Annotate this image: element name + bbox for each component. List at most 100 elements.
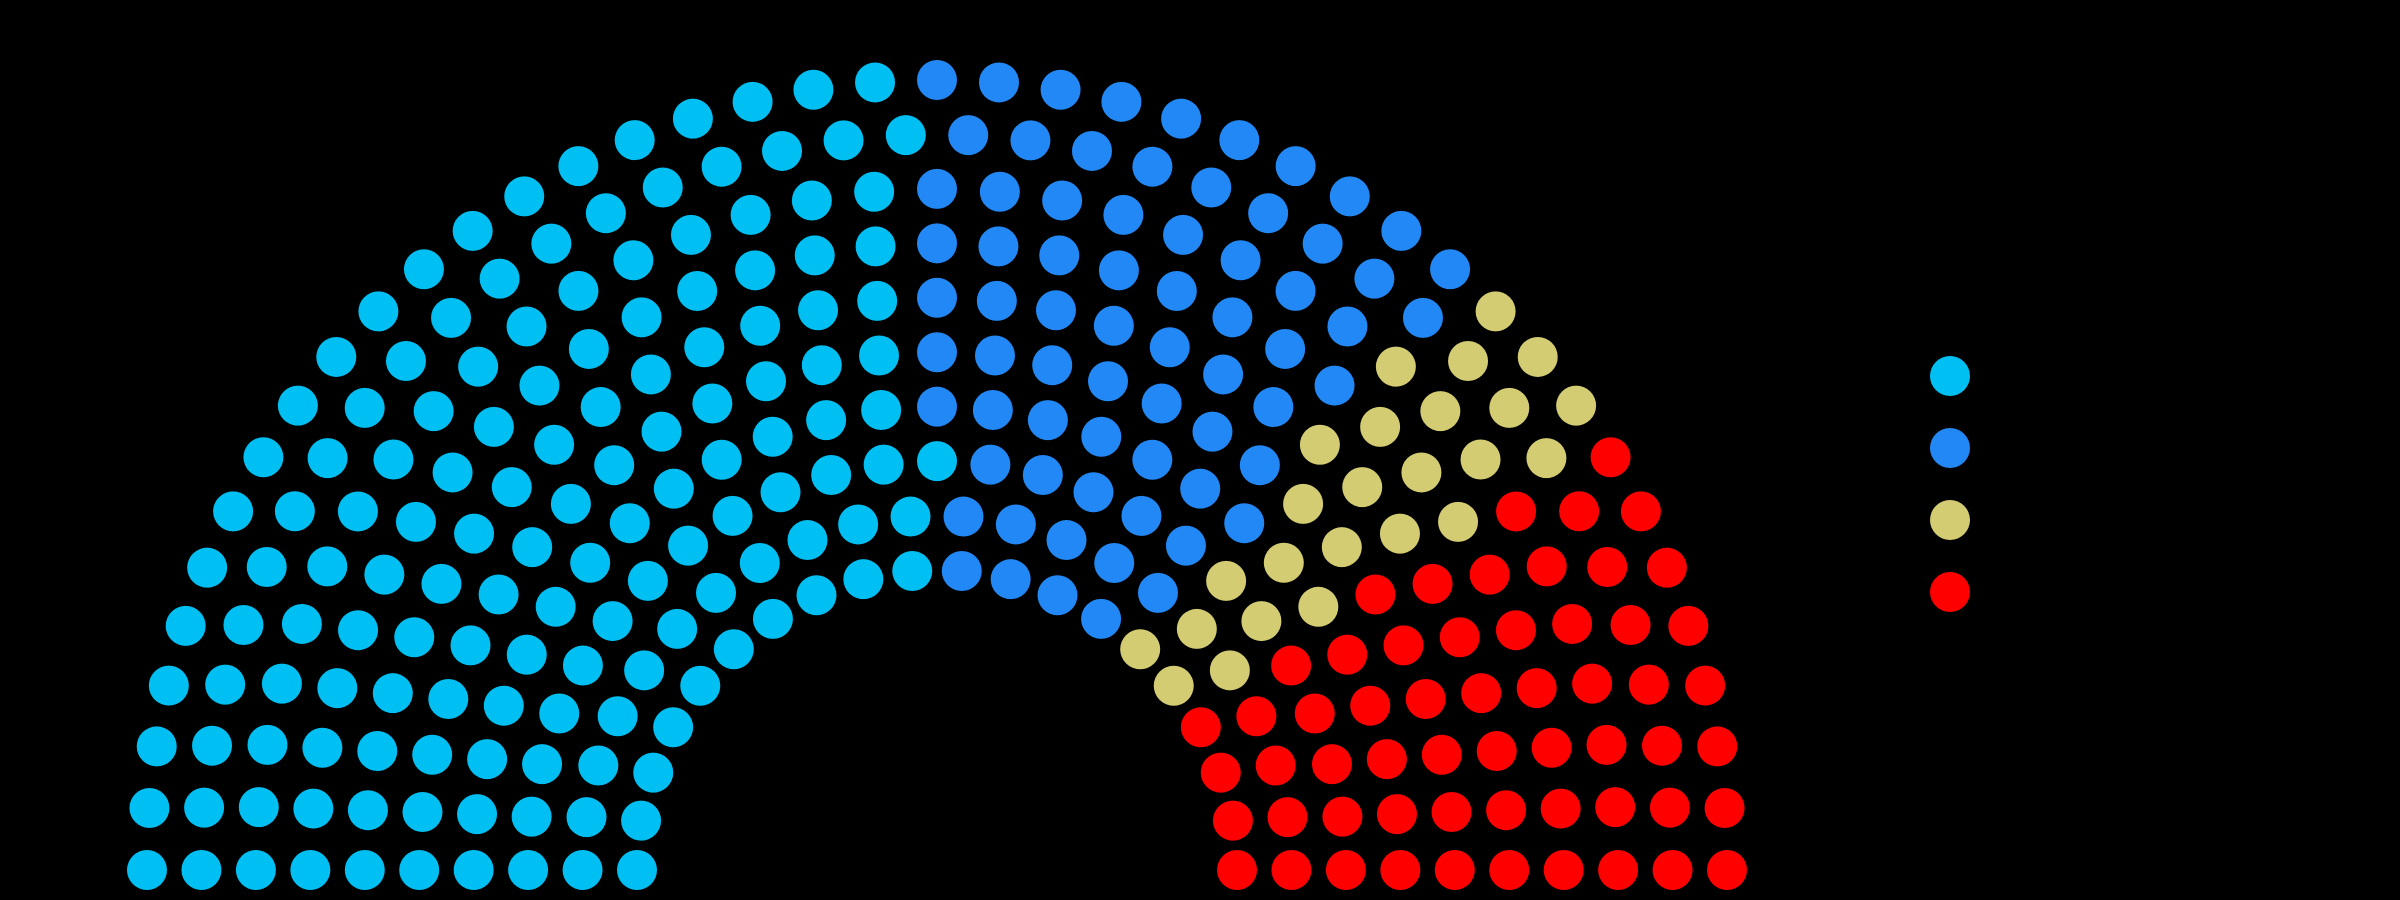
seat-dot[interactable]	[1380, 850, 1421, 890]
seat-dot[interactable]	[531, 223, 572, 264]
seat-dot[interactable]	[1461, 673, 1502, 714]
seat-dot[interactable]	[1421, 734, 1462, 775]
seat-dot[interactable]	[506, 634, 547, 675]
seat-dot[interactable]	[238, 787, 279, 828]
seat-dot[interactable]	[859, 335, 900, 376]
seat-dot[interactable]	[1294, 693, 1335, 734]
seat-dot[interactable]	[1460, 439, 1501, 480]
seat-dot[interactable]	[512, 527, 553, 568]
seat-dot[interactable]	[1191, 167, 1232, 208]
seat-dot[interactable]	[739, 543, 780, 584]
seat-dot[interactable]	[798, 290, 839, 331]
seat-dot[interactable]	[1212, 297, 1253, 338]
seat-dot[interactable]	[1383, 625, 1424, 666]
seat-dot[interactable]	[1176, 608, 1217, 649]
seat-dot[interactable]	[1192, 411, 1233, 452]
seat-dot[interactable]	[511, 796, 552, 837]
seat-dot[interactable]	[633, 752, 674, 793]
seat-dot[interactable]	[1071, 130, 1112, 171]
seat-dot[interactable]	[187, 547, 228, 588]
seat-dot[interactable]	[732, 81, 773, 122]
seat-dot[interactable]	[274, 491, 315, 532]
seat-dot[interactable]	[990, 559, 1031, 600]
seat-dot[interactable]	[1401, 452, 1442, 493]
seat-dot[interactable]	[1350, 685, 1391, 726]
seat-dot[interactable]	[539, 693, 580, 734]
seat-dot[interactable]	[1165, 525, 1206, 566]
seat-dot[interactable]	[692, 383, 733, 424]
legend-item-party-2[interactable]	[1930, 412, 2350, 484]
seat-dot[interactable]	[1161, 98, 1202, 139]
seat-dot[interactable]	[642, 167, 683, 208]
seat-dot[interactable]	[1704, 788, 1745, 829]
seat-dot[interactable]	[1311, 744, 1352, 785]
seat-dot[interactable]	[479, 258, 520, 299]
seat-dot[interactable]	[917, 332, 957, 373]
seat-dot[interactable]	[1434, 850, 1475, 890]
seat-dot[interactable]	[1180, 707, 1221, 748]
seat-dot[interactable]	[1010, 120, 1051, 161]
seat-dot[interactable]	[213, 491, 254, 532]
seat-dot[interactable]	[855, 62, 896, 103]
seat-dot[interactable]	[941, 551, 982, 592]
seat-dot[interactable]	[917, 223, 957, 264]
seat-dot[interactable]	[672, 98, 713, 139]
seat-dot[interactable]	[1412, 563, 1453, 604]
seat-dot[interactable]	[385, 341, 426, 382]
seat-dot[interactable]	[823, 120, 864, 161]
seat-dot[interactable]	[970, 444, 1011, 485]
seat-dot[interactable]	[402, 792, 443, 833]
seat-dot[interactable]	[1132, 439, 1173, 480]
seat-dot[interactable]	[338, 610, 379, 651]
seat-dot[interactable]	[483, 685, 524, 726]
seat-dot[interactable]	[1448, 341, 1489, 382]
seat-dot[interactable]	[1153, 665, 1194, 706]
seat-dot[interactable]	[1132, 146, 1173, 187]
seat-dot[interactable]	[293, 788, 334, 829]
seat-dot[interactable]	[1342, 467, 1383, 508]
seat-dot[interactable]	[1156, 271, 1197, 312]
seat-dot[interactable]	[1595, 787, 1636, 828]
seat-dot[interactable]	[653, 468, 694, 509]
seat-dot[interactable]	[1489, 387, 1530, 428]
seat-dot[interactable]	[1697, 726, 1738, 767]
seat-dot[interactable]	[696, 572, 737, 613]
seat-dot[interactable]	[854, 171, 895, 212]
seat-dot[interactable]	[261, 663, 302, 704]
seat-dot[interactable]	[740, 305, 781, 346]
seat-dot[interactable]	[1248, 193, 1289, 234]
seat-dot[interactable]	[570, 542, 611, 583]
seat-dot[interactable]	[974, 335, 1015, 376]
seat-dot[interactable]	[843, 559, 884, 600]
seat-dot[interactable]	[1543, 850, 1584, 890]
seat-dot[interactable]	[1646, 547, 1687, 588]
seat-dot[interactable]	[863, 444, 904, 485]
seat-dot[interactable]	[1180, 468, 1221, 509]
seat-dot[interactable]	[192, 725, 233, 766]
seat-dot[interactable]	[1239, 445, 1280, 486]
seat-dot[interactable]	[290, 850, 331, 890]
seat-dot[interactable]	[1022, 455, 1063, 496]
seat-dot[interactable]	[730, 194, 771, 235]
seat-dot[interactable]	[562, 645, 603, 686]
seat-dot[interactable]	[358, 291, 399, 332]
seat-dot[interactable]	[1707, 850, 1747, 890]
seat-dot[interactable]	[243, 437, 284, 478]
seat-dot[interactable]	[566, 797, 607, 838]
seat-dot[interactable]	[976, 280, 1017, 321]
seat-dot[interactable]	[917, 441, 957, 482]
legend-item-party-3[interactable]	[1930, 484, 2350, 556]
seat-dot[interactable]	[344, 387, 385, 428]
seat-dot[interactable]	[1405, 678, 1446, 719]
seat-dot[interactable]	[1040, 69, 1081, 110]
seat-dot[interactable]	[1209, 650, 1250, 691]
seat-dot[interactable]	[585, 193, 626, 234]
seat-dot[interactable]	[806, 400, 847, 441]
seat-dot[interactable]	[184, 787, 225, 828]
seat-dot[interactable]	[1098, 250, 1139, 291]
seat-dot[interactable]	[450, 625, 491, 666]
seat-dot[interactable]	[1271, 850, 1312, 890]
seat-dot[interactable]	[684, 327, 725, 368]
seat-dot[interactable]	[535, 586, 576, 627]
seat-dot[interactable]	[627, 560, 668, 601]
